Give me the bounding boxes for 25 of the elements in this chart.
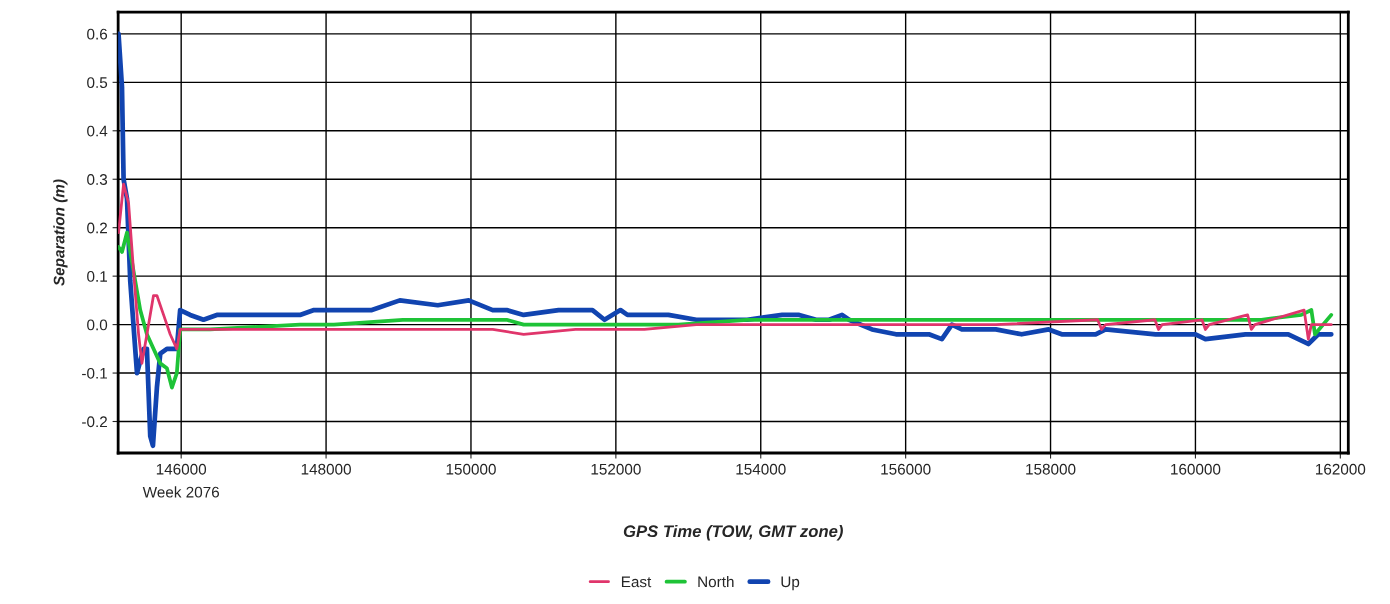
x-tick-label: 154000 <box>736 463 786 475</box>
x-axis-title: GPS Time (TOW, GMT zone) <box>623 524 843 541</box>
x-tick-label: 148000 <box>301 463 351 475</box>
legend-label: North <box>698 576 734 588</box>
line-series <box>118 182 1333 365</box>
y-tick-label: 0.0 <box>87 319 108 331</box>
text: Week 2076 <box>142 486 220 498</box>
y-tick-label: 0.3 <box>87 174 108 185</box>
x-tick-label: 160000 <box>1171 463 1221 475</box>
y-tick-label: 0.1 <box>87 271 107 282</box>
x-tick-label: 158000 <box>1026 463 1076 475</box>
x-tick-label: 156000 <box>881 463 931 475</box>
x-tick-label: 152000 <box>591 463 641 475</box>
y-tick-label: -0.1 <box>82 367 107 379</box>
y-tick-label: 0.2 <box>87 222 107 234</box>
y-axis-title: Separation (m) <box>53 179 68 286</box>
y-tick-label: 0.5 <box>87 77 108 89</box>
legend-label: East <box>621 576 652 588</box>
x-tick-label: 162000 <box>1316 463 1366 475</box>
legend-label: Up <box>781 576 800 591</box>
y-tick-label: 0.4 <box>87 125 108 137</box>
y-tick-label: 0.6 <box>87 28 108 40</box>
x-tick-label: 146000 <box>156 463 207 475</box>
x-tick-label: 150000 <box>446 463 496 475</box>
y-tick-label: -0.2 <box>82 416 107 428</box>
